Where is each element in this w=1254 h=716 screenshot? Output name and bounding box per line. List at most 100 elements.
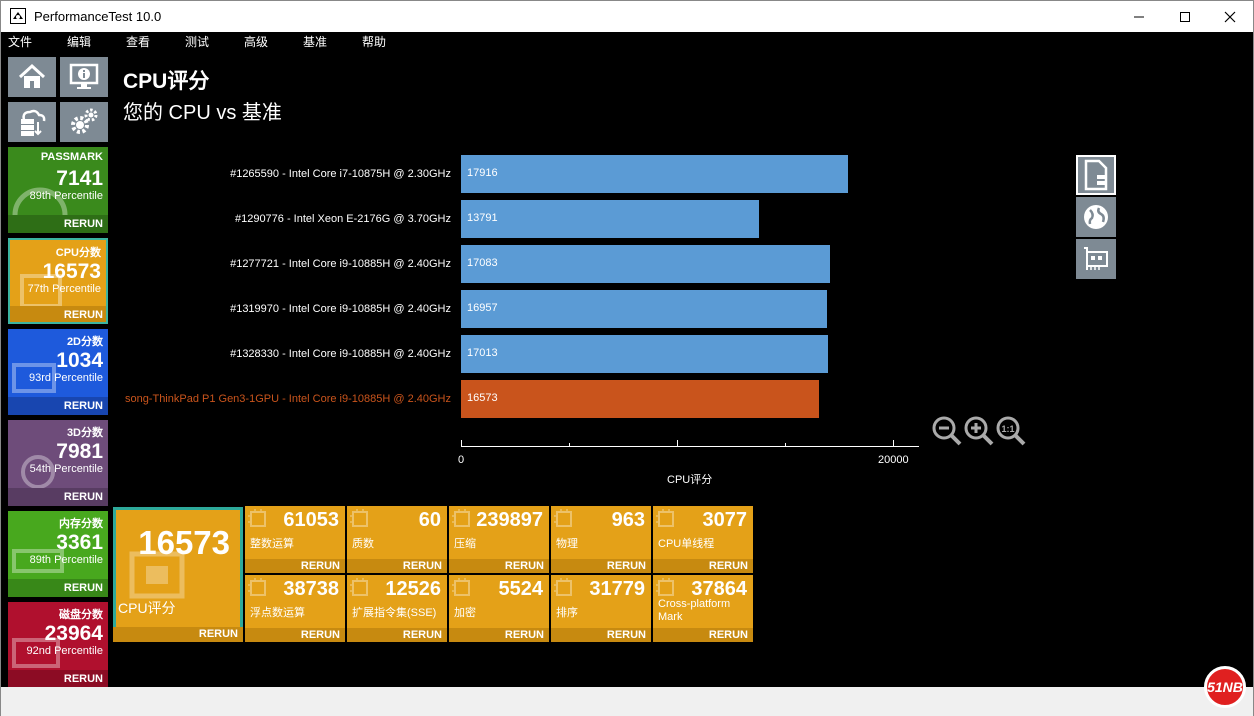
subtest-value: 37864: [691, 578, 747, 600]
tile-value: 23964: [44, 622, 103, 645]
subtest-label: 压缩: [454, 538, 476, 550]
subtest-label: 扩展指令集(SSE): [352, 607, 437, 619]
subtest-tile[interactable]: 239897 压缩 RERUN: [449, 506, 549, 573]
chip-icon: [452, 578, 470, 596]
cpu-summary-tile[interactable]: 16573 CPU评分 RERUN: [113, 507, 243, 642]
export-report-button[interactable]: [1076, 155, 1116, 195]
rerun-button[interactable]: RERUN: [10, 306, 106, 322]
passmark-tile[interactable]: PASSMARK 7141 89th Percentile RERUN: [8, 147, 108, 233]
menu-bar: 文件 编辑 查看 测试 高级 基准 帮助: [1, 32, 1253, 51]
3d-score-tile[interactable]: 3D分数 7981 54th Percentile RERUN: [8, 420, 108, 506]
subtest-value: 31779: [589, 578, 645, 600]
subtest-value: 3077: [702, 509, 748, 531]
tile-name: 内存分数: [59, 518, 103, 530]
zoom-in-icon[interactable]: [963, 415, 999, 447]
menu-advanced[interactable]: 高级: [244, 35, 269, 49]
rerun-button[interactable]: RERUN: [8, 670, 108, 688]
rerun-button[interactable]: RERUN: [551, 559, 651, 573]
menu-baseline[interactable]: 基准: [303, 35, 328, 49]
zoom-out-icon[interactable]: [931, 415, 967, 447]
2d-graphics-icon: [12, 363, 56, 393]
cloud-server-icon: [21, 109, 46, 136]
rerun-button[interactable]: RERUN: [245, 559, 345, 573]
rerun-button[interactable]: RERUN: [653, 559, 753, 573]
online-compare-button[interactable]: [1076, 197, 1116, 237]
rerun-button[interactable]: RERUN: [8, 579, 108, 597]
subtest-label: 质数: [352, 538, 374, 550]
minimize-button[interactable]: [1116, 1, 1162, 32]
tile-percentile: 54th Percentile: [29, 463, 103, 475]
subtest-label: 物理: [556, 538, 578, 550]
x-axis-label: CPU评分: [667, 474, 713, 486]
chart-bar[interactable]: 13791: [461, 200, 759, 238]
zoom-reset-icon[interactable]: 1:1: [995, 415, 1031, 447]
subtest-value: 12526: [385, 578, 441, 600]
tile-name: PASSMARK: [40, 151, 103, 163]
chart-bar[interactable]: 17013: [461, 335, 828, 373]
menu-file[interactable]: 文件: [8, 35, 33, 49]
tile-name: CPU分数: [55, 247, 101, 259]
subtest-value: 38738: [283, 578, 339, 600]
menu-test[interactable]: 测试: [185, 35, 210, 49]
summary-label: CPU评分: [118, 600, 176, 616]
home-button[interactable]: [8, 57, 56, 97]
subtest-tile[interactable]: 3077 CPU单线程 RERUN: [653, 506, 753, 573]
cpu-score-tile[interactable]: CPU分数 16573 77th Percentile RERUN: [8, 238, 108, 324]
rerun-button[interactable]: RERUN: [113, 627, 243, 642]
rerun-button[interactable]: RERUN: [347, 628, 447, 642]
hardware-select-button[interactable]: [1076, 239, 1116, 279]
subtest-tile[interactable]: 31779 排序 RERUN: [551, 575, 651, 642]
disk-score-tile[interactable]: 磁盘分数 23964 92nd Percentile RERUN: [8, 602, 108, 688]
rerun-button[interactable]: RERUN: [245, 628, 345, 642]
x-axis-line: [461, 446, 919, 447]
title-bar: PerformanceTest 10.0: [1, 1, 1253, 32]
menu-view[interactable]: 查看: [126, 35, 151, 49]
subtest-label: Cross-platform Mark: [658, 598, 731, 623]
subtest-tile[interactable]: 38738 浮点数运算 RERUN: [245, 575, 345, 642]
bar-value-label: 16573: [467, 392, 498, 404]
subtest-tile[interactable]: 5524 加密 RERUN: [449, 575, 549, 642]
rerun-button[interactable]: RERUN: [8, 215, 108, 233]
menu-help[interactable]: 帮助: [362, 35, 387, 49]
rerun-button[interactable]: RERUN: [449, 559, 549, 573]
tile-percentile: 92nd Percentile: [26, 645, 103, 657]
subtest-tile[interactable]: 60 质数 RERUN: [347, 506, 447, 573]
rerun-button[interactable]: RERUN: [8, 488, 108, 506]
rerun-button[interactable]: RERUN: [653, 628, 753, 642]
subtest-tile[interactable]: 12526 扩展指令集(SSE) RERUN: [347, 575, 447, 642]
bar-value-label: 13791: [467, 212, 498, 224]
rerun-button[interactable]: RERUN: [8, 397, 108, 415]
chart-bar[interactable]: 16573: [461, 380, 819, 418]
chart-bar[interactable]: 16957: [461, 290, 827, 328]
tile-percentile: 89th Percentile: [29, 554, 103, 566]
bar-value-label: 16957: [467, 302, 498, 314]
chip-icon: [350, 578, 368, 596]
memory-score-tile[interactable]: 内存分数 3361 89th Percentile RERUN: [8, 511, 108, 597]
settings-button[interactable]: [60, 102, 108, 142]
svg-text:1:1: 1:1: [1001, 424, 1014, 434]
close-button[interactable]: [1207, 1, 1253, 32]
rerun-button[interactable]: RERUN: [347, 559, 447, 573]
subtest-tile[interactable]: 61053 整数运算 RERUN: [245, 506, 345, 573]
subtest-tile[interactable]: 963 物理 RERUN: [551, 506, 651, 573]
tile-value: 3361: [56, 531, 103, 554]
cpu-chip-icon: [129, 551, 185, 599]
tile-name: 3D分数: [66, 427, 103, 439]
subtest-label: 浮点数运算: [250, 607, 305, 619]
chip-icon: [452, 509, 470, 527]
2d-score-tile[interactable]: 2D分数 1034 93rd Percentile RERUN: [8, 329, 108, 415]
chart-bar[interactable]: 17083: [461, 245, 830, 283]
rerun-button[interactable]: RERUN: [449, 628, 549, 642]
bar-value-label: 17916: [467, 167, 498, 179]
cloud-button[interactable]: [8, 102, 56, 142]
subtest-tile[interactable]: 37864 Cross-platform Mark RERUN: [653, 575, 753, 642]
subtest-value: 239897: [476, 509, 543, 531]
rerun-button[interactable]: RERUN: [551, 628, 651, 642]
document-icon: [1084, 159, 1108, 191]
menu-edit[interactable]: 编辑: [67, 35, 92, 49]
watermark-logo: 51NB: [1204, 666, 1246, 708]
system-info-button[interactable]: [60, 57, 108, 97]
chart-bar[interactable]: 17916: [461, 155, 848, 193]
maximize-button[interactable]: [1162, 1, 1208, 32]
